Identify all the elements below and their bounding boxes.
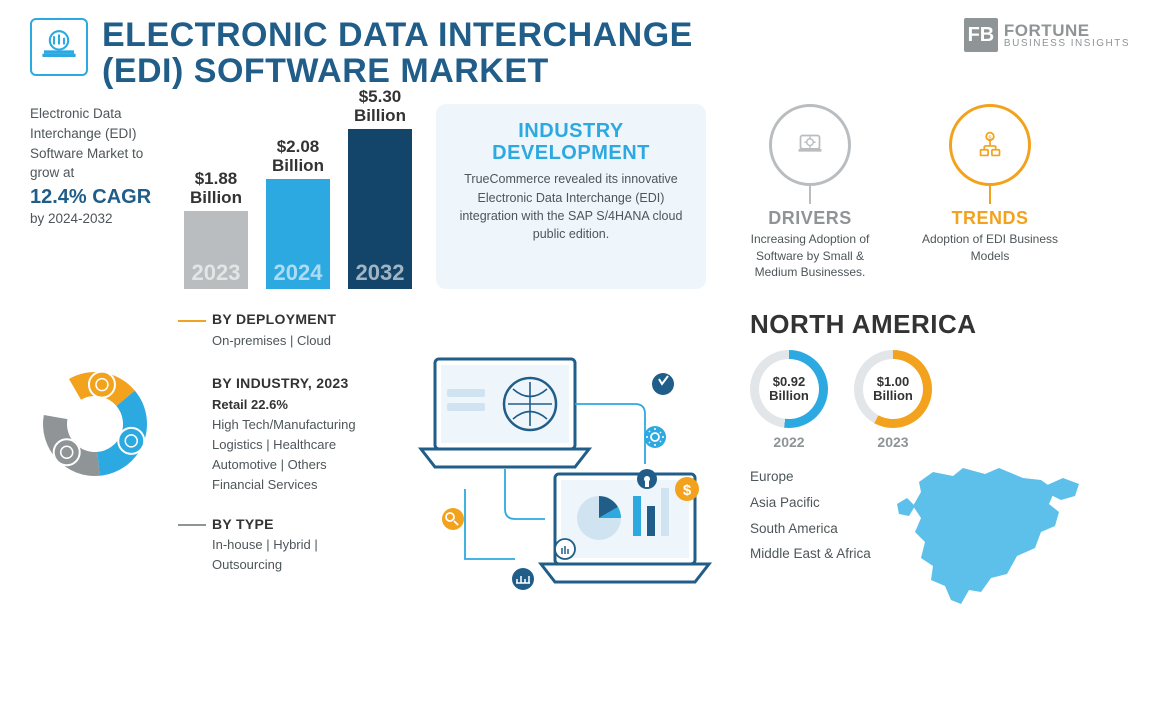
gauge-year: 2023 [854,434,932,450]
drivers-body: Increasing Adoption of Software by Small… [740,231,880,280]
growth-intro: Electronic Data Interchange (EDI) Softwa… [30,106,143,180]
growth-cagr: 12.4% CAGR [30,186,160,209]
gauge-year: 2022 [750,434,828,450]
page-title-l2: (EDI) SOFTWARE MARKET [102,54,693,90]
bar: 2024 [266,179,330,289]
ind-dev-body: TrueCommerce revealed its innovative Ele… [458,170,684,243]
region-title: NORTH AMERICA [750,309,1130,340]
region-item: Middle East & Africa [750,541,871,567]
logo-line1: FORTUNE [1004,22,1130,39]
gauge: $1.00Billion [854,350,932,428]
growth-summary: Electronic Data Interchange (EDI) Softwa… [30,104,160,289]
region-list: EuropeAsia PacificSouth AmericaMiddle Ea… [750,464,871,629]
seg-ind-item: Logistics | Healthcare [212,435,380,455]
drivers-icon [769,104,851,186]
drivers-badge: DRIVERS Increasing Adoption of Software … [740,104,880,289]
seg-ind-item: High Tech/Manufacturing [212,415,380,435]
bar-value: $2.08Billion [272,138,324,175]
region-item: Europe [750,464,871,490]
segmentation: BY DEPLOYMENT On-premises | Cloud BY IND… [30,309,380,629]
logo-line2: BUSINESS INSIGHTS [1004,39,1130,49]
svg-text:$: $ [683,482,692,499]
trends-badge: $ TRENDS Adoption of EDI Business Models [920,104,1060,289]
seg-deploy-title: BY DEPLOYMENT [212,311,336,327]
segment-donut [30,309,160,539]
center-illustration: $ [400,309,730,629]
industry-development-card: INDUSTRY DEVELOPMENT TrueCommerce reveal… [436,104,706,289]
region-item: South America [750,516,871,542]
growth-suffix: by 2024-2032 [30,211,113,226]
region-item: Asia Pacific [750,490,871,516]
bar: 2023 [184,211,248,289]
bar-value: $5.30Billion [354,88,406,125]
trends-icon: $ [949,104,1031,186]
logo-mark: FB [964,18,998,52]
trends-body: Adoption of EDI Business Models [920,231,1060,263]
ind-dev-title: INDUSTRY DEVELOPMENT [458,120,684,164]
seg-deploy-items: On-premises | Cloud [212,331,380,351]
seg-ind-item: Financial Services [212,475,380,495]
seg-type-items: In-house | Hybrid | Outsourcing [212,535,380,575]
north-america-map [889,464,1130,629]
drivers-label: DRIVERS [740,208,880,229]
seg-type-title: BY TYPE [212,516,274,532]
bar: 2032 [348,129,412,289]
gauge: $0.92Billion [750,350,828,428]
seg-ind-lead: Retail 22.6% [212,397,288,412]
seg-ind-item: Automotive | Others [212,455,380,475]
region-panel: NORTH AMERICA $0.92Billion 2022 $1.00Billi… [750,309,1130,629]
seg-ind-title: BY INDUSTRY, 2023 [212,375,349,391]
brand-logo: FB FORTUNE BUSINESS INSIGHTS [964,18,1130,52]
trends-label: TRENDS [920,208,1060,229]
bar-value: $1.88Billion [190,170,242,207]
header-icon [30,18,88,76]
bar-chart: $1.88Billion 2023$2.08Billion 2024$5.30B… [184,104,412,289]
page-title-l1: ELECTRONIC DATA INTERCHANGE [102,18,693,54]
